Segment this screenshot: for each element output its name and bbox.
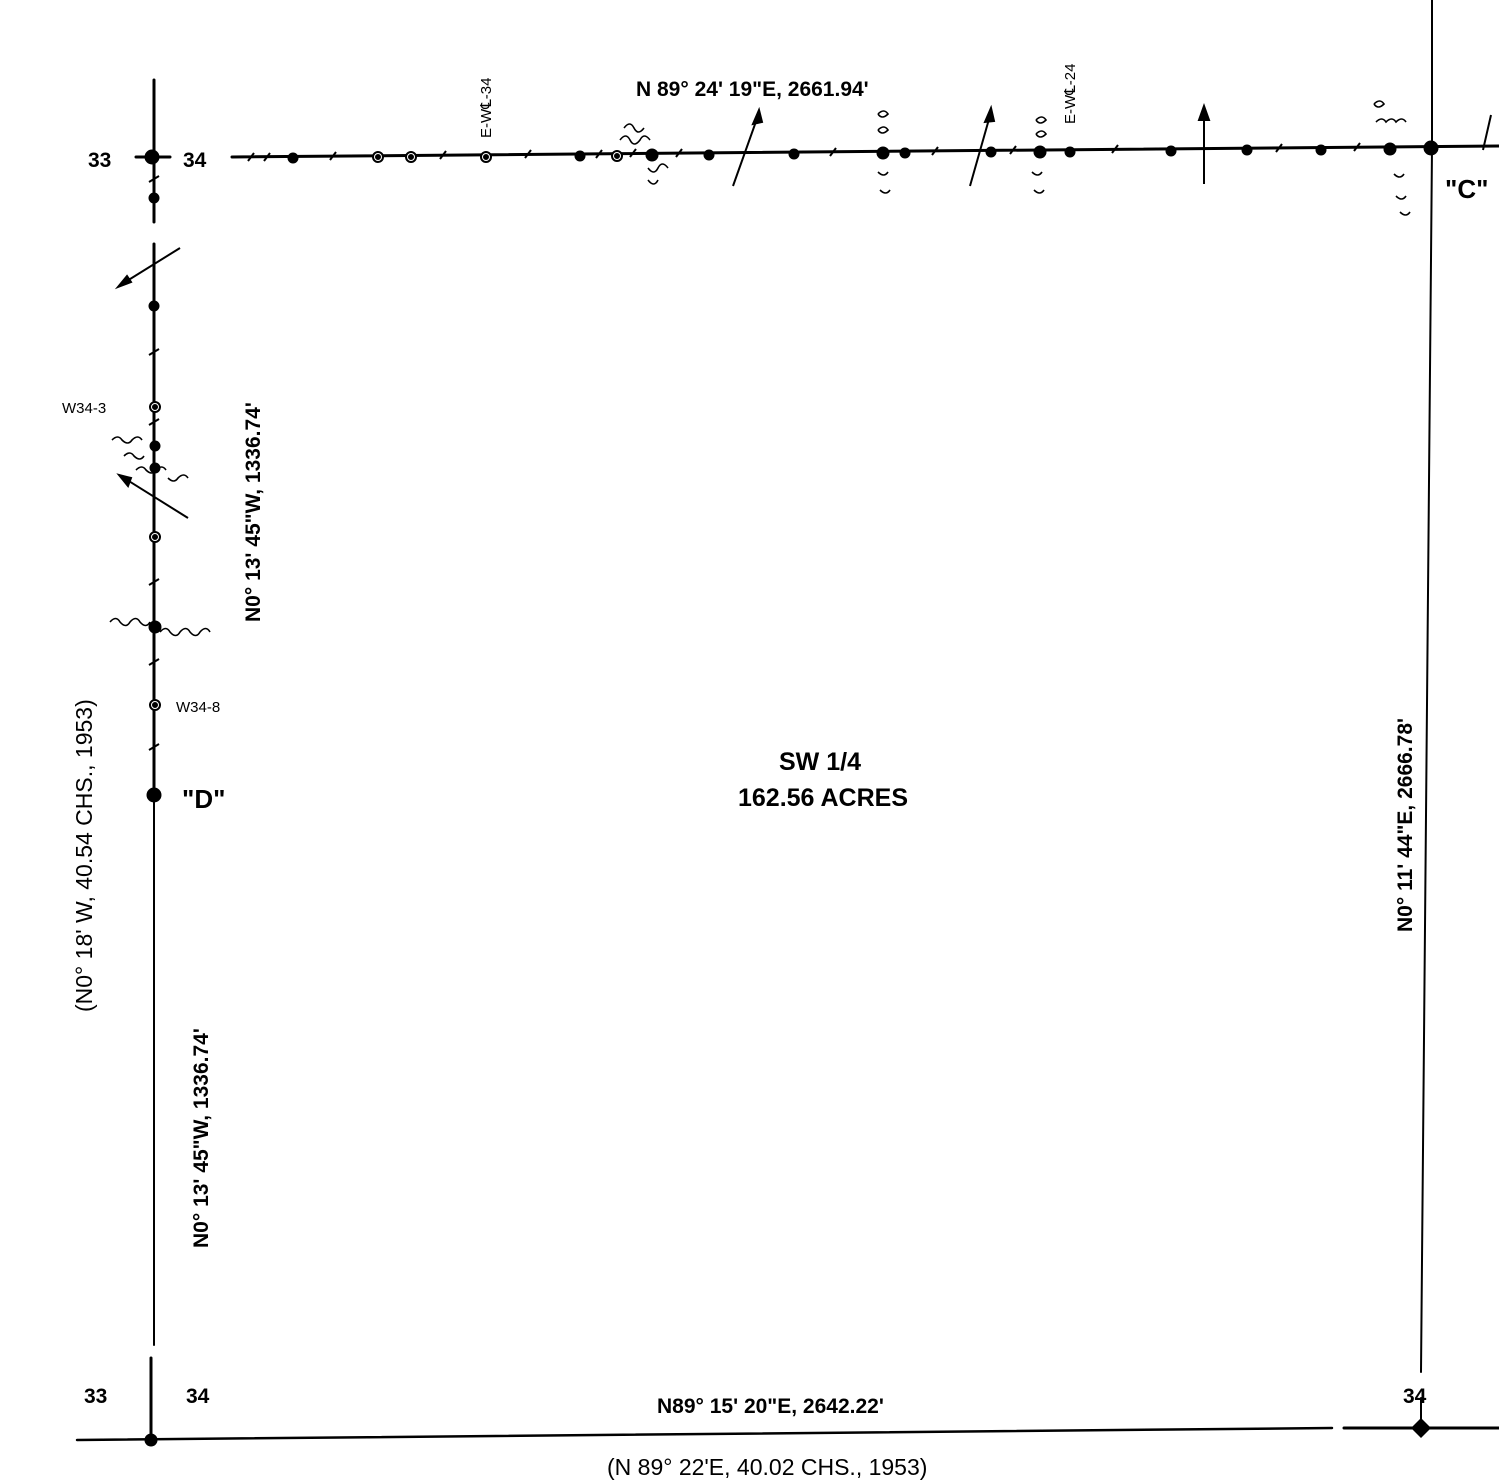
section-label-sw-right: 34 bbox=[186, 1385, 210, 1408]
south-record-label: (N 89° 22'E, 40.02 CHS., 1953) bbox=[607, 1454, 927, 1480]
well-label-w34-8: W34-8 bbox=[176, 699, 220, 716]
east-bearing-label: N0° 11' 44"E, 2666.78' bbox=[1394, 718, 1417, 932]
squiggle-symbols bbox=[109, 100, 1411, 637]
north-boundary-line bbox=[230, 144, 1499, 159]
section-label-sw-left: 33 bbox=[84, 1385, 107, 1408]
boundary-lines bbox=[75, 0, 1499, 1442]
south-bearing-label: N89° 15' 20"E, 2642.22' bbox=[657, 1395, 884, 1418]
west-record-label: (N0° 18' W, 40.54 CHS., 1953) bbox=[71, 699, 97, 1012]
south-boundary-line bbox=[75, 1426, 1334, 1442]
quarter-name-label: SW 1/4 bbox=[779, 748, 861, 776]
well-label-ew-24: E-W℄-24 bbox=[1062, 64, 1079, 124]
west-fence-ticks bbox=[148, 175, 160, 751]
point-d-marker bbox=[146, 787, 162, 803]
west-lower-bearing-label: N0° 13' 45"W, 1336.74' bbox=[190, 1028, 213, 1248]
west-wells bbox=[144, 149, 162, 1447]
se-corner-marker bbox=[1411, 1418, 1431, 1438]
well-label-ew-34: E-W℄-34 bbox=[478, 78, 495, 138]
north-wells bbox=[287, 140, 1439, 164]
north-fence-ticks bbox=[247, 142, 1361, 162]
quarter-area-label: 162.56 ACRES bbox=[738, 784, 908, 812]
north-bearing-label: N 89° 24' 19"E, 2661.94' bbox=[636, 78, 869, 101]
point-d-label: "D" bbox=[182, 784, 225, 814]
section-label-se: 34 bbox=[1403, 1385, 1427, 1408]
flow-arrows bbox=[114, 103, 1492, 519]
section-label-nw-right: 34 bbox=[183, 149, 207, 172]
section-label-nw-left: 33 bbox=[88, 149, 111, 172]
well-label-w34-3: W34-3 bbox=[62, 400, 106, 417]
point-c-label: "C" bbox=[1445, 174, 1488, 204]
west-upper-bearing-label: N0° 13' 45"W, 1336.74' bbox=[242, 402, 265, 622]
east-boundary-lower bbox=[1420, 147, 1433, 1373]
